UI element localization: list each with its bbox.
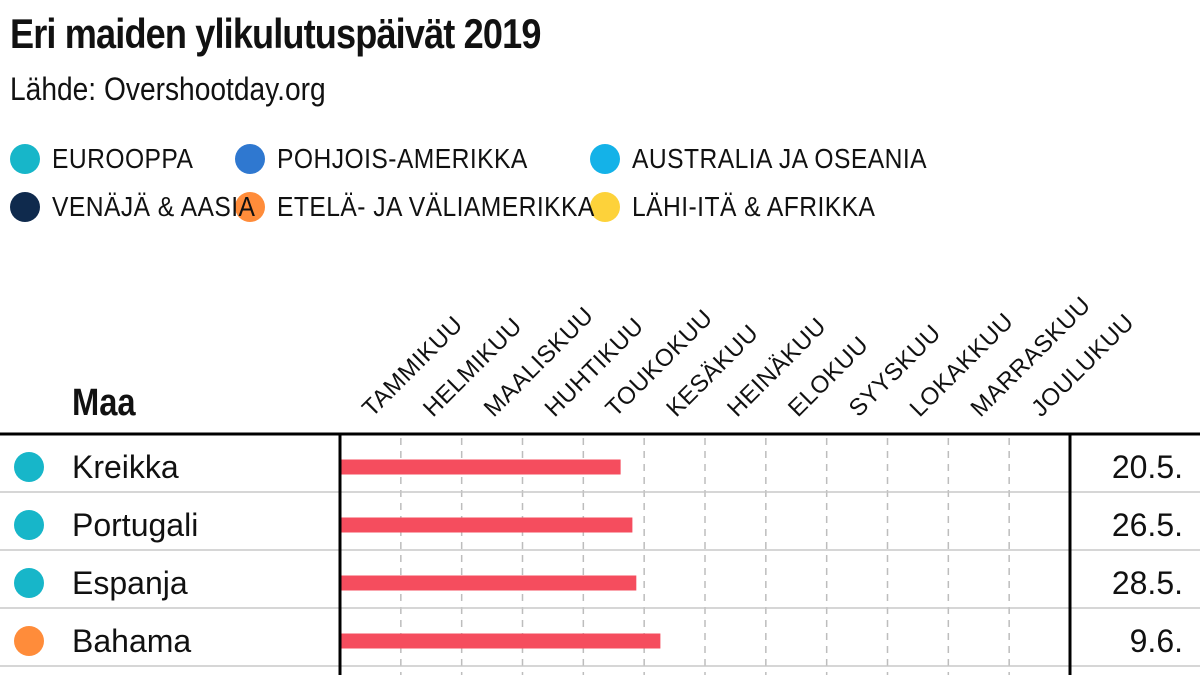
legend-label-etela-ja-valiamerikka: ETELÄ- JA VÄLIAMERIKKA bbox=[277, 191, 595, 222]
legend-dot-australia-ja-oseania bbox=[590, 144, 620, 174]
legend-item-eurooppa: EUROOPPA bbox=[10, 140, 235, 178]
legend-dot-lahi-ita-afrikka bbox=[590, 192, 620, 222]
legend-label-australia-ja-oseania: AUSTRALIA JA OSEANIA bbox=[632, 143, 928, 174]
legend-dot-eurooppa bbox=[10, 144, 40, 174]
overshoot-bar bbox=[340, 575, 637, 591]
overshoot-bar bbox=[340, 517, 633, 533]
chart-title: Eri maiden ylikulutuspäivät 2019 bbox=[10, 10, 541, 57]
legend-item-pohjois-amerikka: POHJOIS-AMERIKKA bbox=[235, 140, 590, 178]
country-name: Portugali bbox=[72, 507, 198, 543]
legend-item-lahi-ita-afrikka: LÄHI-ITÄ & AFRIKKA bbox=[590, 188, 1150, 226]
legend-item-australia-ja-oseania: AUSTRALIA JA OSEANIA bbox=[590, 140, 1150, 178]
overshoot-date: 28.5. bbox=[1112, 565, 1183, 601]
overshoot-chart: TAMMIKUUHELMIKUUMAALISKUUHUHTIKUUTOUKOKU… bbox=[0, 292, 1200, 675]
region-dot bbox=[14, 452, 44, 482]
legend-label-lahi-ita-afrikka: LÄHI-ITÄ & AFRIKKA bbox=[632, 191, 876, 222]
overshoot-bar bbox=[340, 459, 621, 475]
overshoot-date: 9.6. bbox=[1130, 623, 1183, 659]
overshoot-date: 20.5. bbox=[1112, 449, 1183, 485]
region-dot bbox=[14, 568, 44, 598]
legend-label-pohjois-amerikka: POHJOIS-AMERIKKA bbox=[277, 143, 528, 174]
region-dot bbox=[14, 510, 44, 540]
legend-item-etela-ja-valiamerikka: ETELÄ- JA VÄLIAMERIKKA bbox=[235, 188, 594, 226]
legend: EUROOPPA POHJOIS-AMERIKKA AUSTRALIA JA O… bbox=[10, 140, 1190, 226]
country-name: Espanja bbox=[72, 565, 188, 601]
country-column-header: Maa bbox=[72, 382, 136, 424]
legend-dot-pohjois-amerikka bbox=[235, 144, 265, 174]
overshoot-date: 26.5. bbox=[1112, 507, 1183, 543]
legend-label-eurooppa: EUROOPPA bbox=[52, 143, 194, 174]
legend-dot-etela-ja-valiamerikka bbox=[235, 192, 265, 222]
chart-source: Lähde: Overshootday.org bbox=[10, 71, 326, 107]
country-name: Kreikka bbox=[72, 449, 179, 485]
country-name: Bahama bbox=[72, 623, 191, 659]
overshoot-bar bbox=[340, 633, 661, 649]
legend-dot-venaja-aasia bbox=[10, 192, 40, 222]
legend-label-venaja-aasia: VENÄJÄ & AASIA bbox=[52, 191, 256, 222]
region-dot bbox=[14, 626, 44, 656]
legend-item-venaja-aasia: VENÄJÄ & AASIA bbox=[10, 188, 255, 226]
